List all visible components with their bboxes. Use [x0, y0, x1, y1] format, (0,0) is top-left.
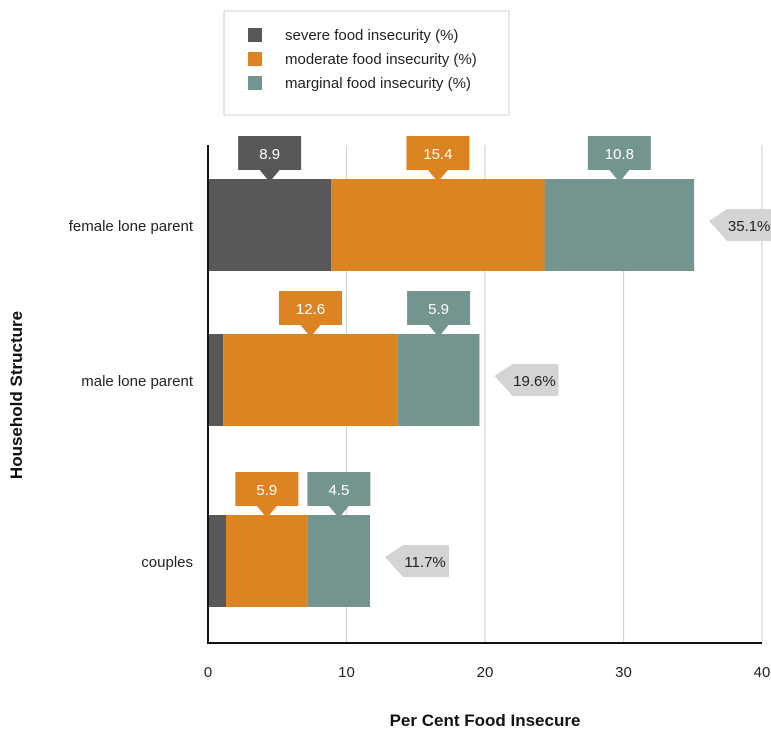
data-label: 5.9: [428, 301, 449, 318]
data-label: 10.8: [605, 146, 634, 163]
x-tick-label: 0: [204, 664, 212, 681]
bar-segment: [208, 515, 227, 607]
data-label-callout: [278, 291, 342, 337]
x-tick-label: 30: [615, 664, 632, 681]
data-label: 4.5: [328, 482, 349, 499]
data-label-callout: [307, 472, 371, 518]
data-label: 15.4: [423, 146, 452, 163]
bar-segment: [307, 515, 371, 607]
category-label: couples: [141, 554, 193, 571]
bar-segment: [208, 179, 332, 271]
x-tick-label: 40: [754, 664, 771, 681]
data-label-callout: [235, 472, 299, 518]
legend-swatch: [248, 52, 262, 66]
data-label-callout: [406, 136, 470, 182]
x-tick-label: 10: [338, 664, 355, 681]
total-label-callout: [494, 364, 559, 396]
total-label: 35.1%: [728, 218, 771, 235]
legend-label: moderate food insecurity (%): [285, 51, 477, 68]
x-axis-title: Per Cent Food Insecure: [390, 711, 581, 729]
category-label: male lone parent: [81, 373, 194, 390]
total-label: 11.7%: [404, 554, 445, 571]
legend-label: marginal food insecurity (%): [285, 75, 471, 92]
data-label-callout: [587, 136, 651, 182]
y-axis-title: Household Structure: [7, 311, 26, 479]
x-tick-label: 20: [477, 664, 494, 681]
data-label: 5.9: [256, 482, 277, 499]
bar-segment: [331, 179, 545, 271]
total-label: 19.6%: [513, 373, 556, 390]
total-label-callout: [709, 209, 771, 241]
legend-label: severe food insecurity (%): [285, 27, 458, 44]
legend-swatch: [248, 28, 262, 42]
data-label: 8.9: [259, 146, 280, 163]
total-label-callout: [385, 545, 450, 577]
data-label: 12.6: [296, 301, 325, 318]
bar-segment: [544, 179, 695, 271]
data-label-callout: [238, 136, 302, 182]
bar-segment: [208, 334, 224, 426]
bar-segment: [226, 515, 308, 607]
category-label: female lone parent: [69, 218, 194, 235]
legend-box: [223, 10, 510, 116]
data-label-callout: [407, 291, 471, 337]
legend-swatch: [248, 76, 262, 90]
bar-segment: [397, 334, 480, 426]
bar-segment: [223, 334, 398, 426]
